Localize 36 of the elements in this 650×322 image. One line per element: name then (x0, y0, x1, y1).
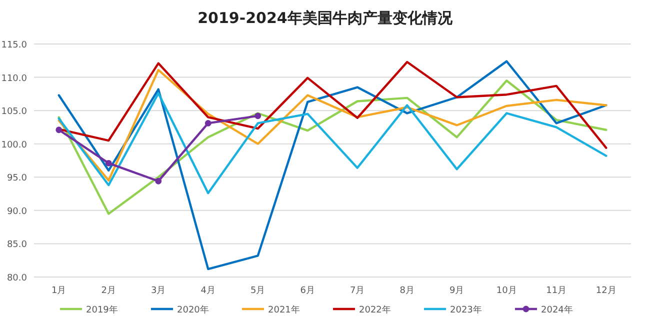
legend-label: 2024年 (541, 304, 573, 316)
legend-label: 2022年 (359, 304, 391, 316)
x-tick-label: 2月 (101, 286, 116, 296)
x-tick-label: 8月 (400, 286, 414, 296)
y-tick-label: 80.0 (6, 274, 28, 284)
legend-label: 2023年 (450, 304, 482, 316)
line-series (58, 92, 608, 194)
chart-title: 2019-2024年美国牛肉产量变化情况 (198, 9, 454, 27)
y-tick-label: 85.0 (6, 240, 28, 250)
legend-label: 2019年 (86, 304, 118, 316)
point (105, 160, 112, 166)
x-tick-label: 11月 (546, 286, 567, 296)
y-tick-label: 90.0 (6, 206, 28, 217)
y-tick-label: 115.0 (1, 40, 28, 50)
x-tick-label: 10月 (496, 286, 517, 296)
x-tick-label: 4月 (200, 286, 216, 296)
legend-label: 2020年 (177, 304, 209, 316)
point (204, 120, 212, 126)
y-tick-label: 110.0 (1, 74, 28, 84)
point (56, 126, 62, 134)
y-tick-label: 105.0 (1, 107, 28, 118)
line-series (58, 60, 608, 270)
x-tick-label: 6月 (300, 286, 315, 296)
y-tick-label: 95.0 (6, 174, 28, 184)
x-tick-label: 9月 (450, 286, 464, 296)
x-tick-label: 3月 (151, 286, 166, 296)
y-tick-label: 100.0 (1, 140, 28, 150)
legend-label: 2021年 (268, 304, 300, 316)
x-tick-label: 1月 (52, 286, 66, 296)
point (155, 178, 162, 184)
line-series (58, 80, 608, 215)
x-tick-label: 12月 (596, 286, 616, 296)
point (254, 112, 262, 120)
x-tick-label: 7月 (350, 286, 365, 296)
x-tick-label: 5月 (250, 286, 266, 296)
line-series (58, 68, 608, 182)
